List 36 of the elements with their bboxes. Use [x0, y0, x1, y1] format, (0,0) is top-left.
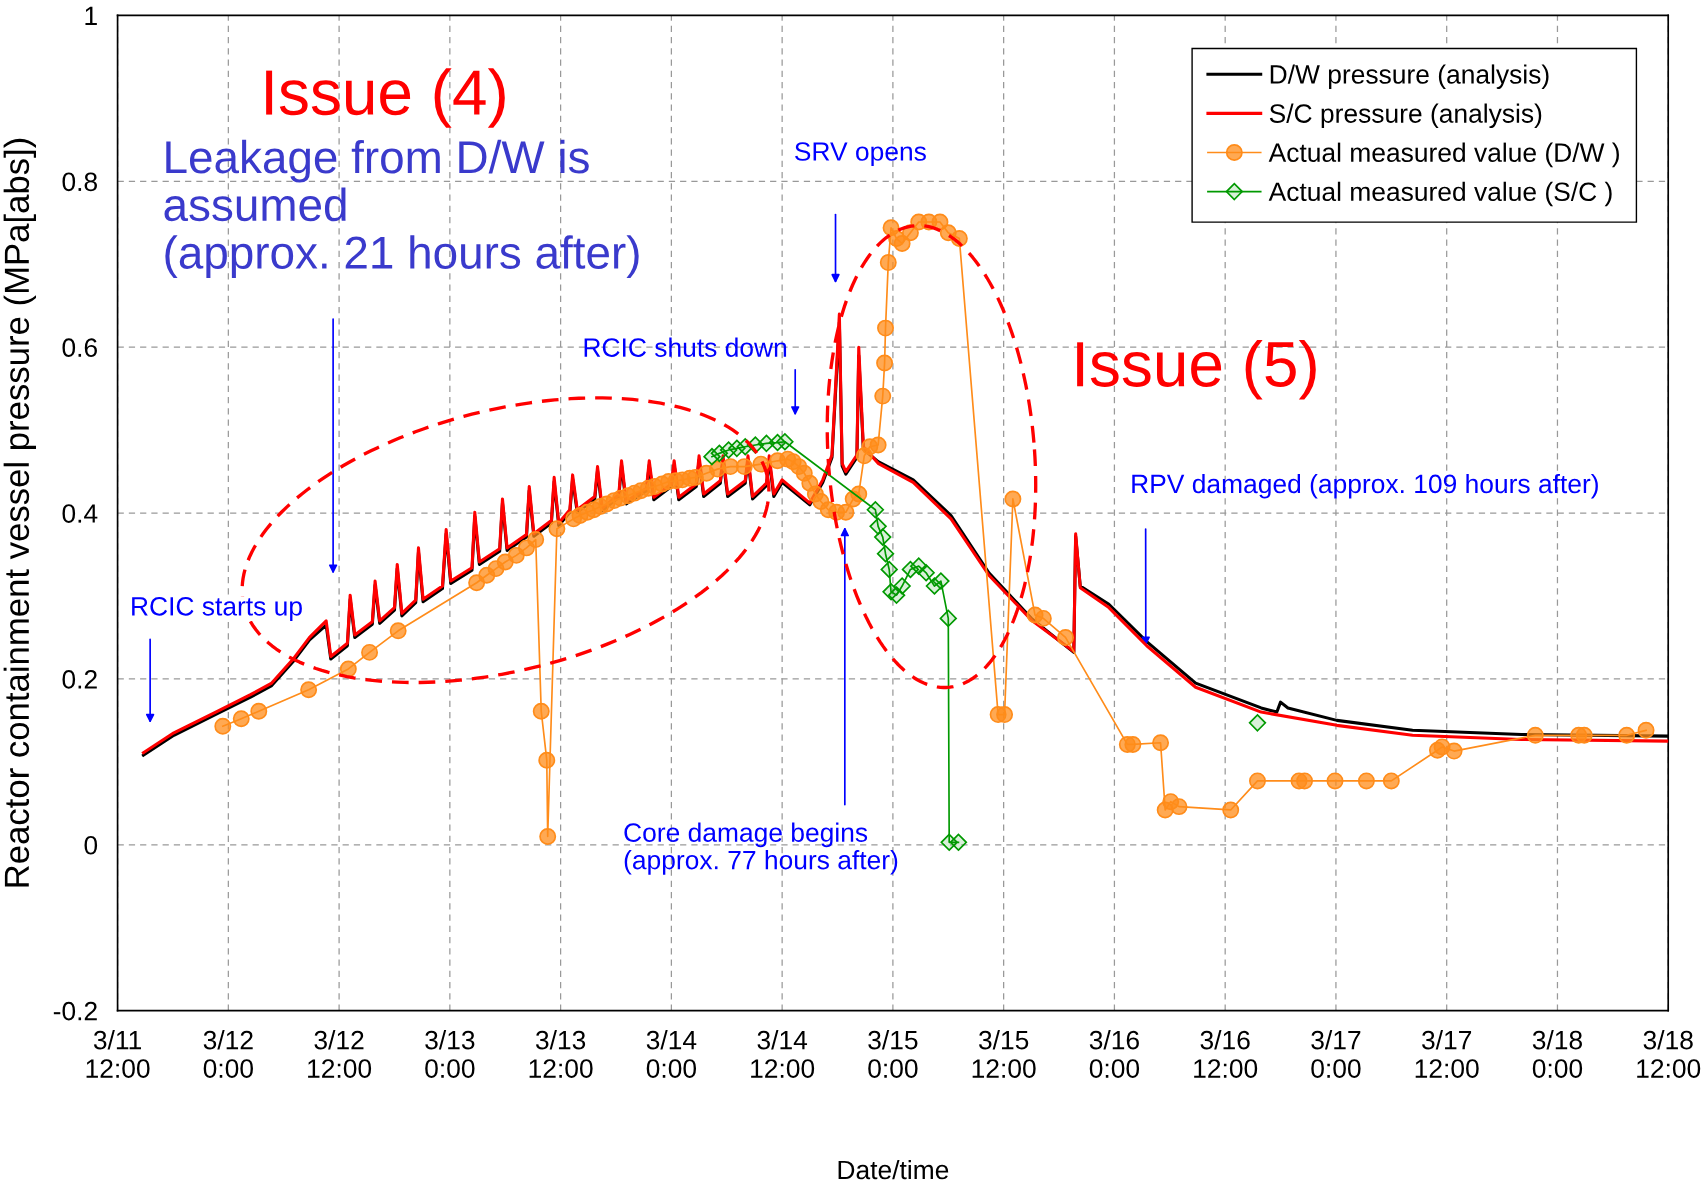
legend-label: S/C pressure (analysis)	[1269, 103, 1542, 129]
x-tick-label: 3/16 12:00	[1194, 1030, 1258, 1078]
x-tick-label: 3/15 12:00	[972, 1030, 1036, 1078]
y-tick-label: 0.8	[62, 172, 97, 192]
y-tick-label: 0.4	[62, 504, 98, 523]
x-tick-label: 3/15 0:00	[868, 1030, 918, 1078]
annotation: Issue (5)	[1077, 339, 1316, 400]
annotation: RCIC shuts down	[584, 337, 787, 357]
legend-label: Actual measured value (S/C )	[1268, 181, 1612, 207]
x-tick-label: 3/13 0:00	[425, 1030, 475, 1078]
y-tick-label: 0.2	[62, 670, 97, 689]
annotation: Issue (4)	[266, 68, 505, 128]
annotation: Leakage from D/W is assumed (approx. 21 hours after)	[164, 139, 639, 278]
annotation: RCIC starts up	[132, 596, 302, 621]
x-tick-label: 3/11 12:00	[86, 1030, 150, 1078]
x-tick-label: 3/18 12:00	[1637, 1030, 1701, 1078]
legend-label: Actual measured value (D/W )	[1268, 142, 1619, 168]
x-axis-title: Date/time	[838, 1159, 949, 1180]
y-tick-label: 0.6	[62, 338, 97, 358]
y-tick-label: -0.2	[53, 1001, 97, 1021]
x-tick-label: 3/14 0:00	[646, 1030, 697, 1078]
annotation: SRV opens	[795, 142, 926, 167]
y-axis-title: Reactor containment vessel pressure (MPa[abs])	[3, 138, 36, 887]
annotation: Core damage begins (approx. 77 hours after)	[624, 822, 898, 875]
x-tick-label: 3/12 12:00	[308, 1030, 372, 1078]
x-tick-label: 3/16 0:00	[1089, 1030, 1140, 1078]
y-tick-label: 1	[85, 6, 97, 26]
x-tick-label: 3/17 12:00	[1415, 1030, 1479, 1078]
legend-label: D/W pressure (analysis)	[1270, 64, 1549, 89]
x-tick-label: 3/13 12:00	[529, 1030, 593, 1078]
x-tick-label: 3/14 12:00	[751, 1030, 815, 1078]
annotation: RPV damaged (approx. 109 hours after)	[1132, 473, 1598, 499]
y-tick-label: 0	[84, 835, 98, 855]
x-tick-label: 3/12 0:00	[203, 1030, 253, 1078]
x-tick-label: 3/18 0:00	[1532, 1030, 1583, 1078]
x-tick-label: 3/17 0:00	[1311, 1030, 1361, 1078]
